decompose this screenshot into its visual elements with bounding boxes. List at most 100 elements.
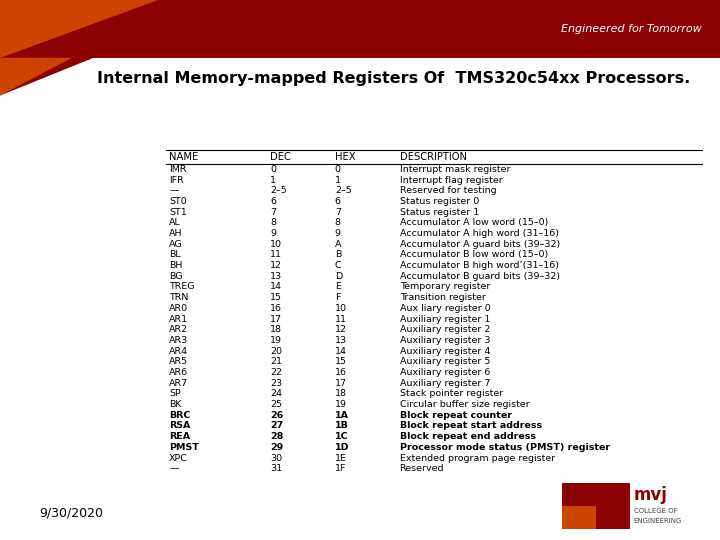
Text: 6: 6 [270, 197, 276, 206]
Polygon shape [0, 58, 72, 96]
Text: Accumulator B guard bits (39–32): Accumulator B guard bits (39–32) [400, 272, 559, 281]
Text: IFR: IFR [169, 176, 184, 185]
Text: ST0: ST0 [169, 197, 187, 206]
Text: Reserved: Reserved [400, 464, 444, 473]
Text: 1: 1 [270, 176, 276, 185]
Text: 31: 31 [270, 464, 282, 473]
Text: Accumulator A guard bits (39–32): Accumulator A guard bits (39–32) [400, 240, 560, 249]
Text: 8: 8 [335, 218, 341, 227]
Text: 13: 13 [270, 272, 282, 281]
Text: 14: 14 [270, 282, 282, 292]
Text: Block repeat start address: Block repeat start address [400, 422, 541, 430]
Text: B: B [335, 251, 341, 259]
Text: 1F: 1F [335, 464, 346, 473]
Text: Block repeat counter: Block repeat counter [400, 411, 512, 420]
Text: Block repeat end address: Block repeat end address [400, 432, 536, 441]
Text: Auxiliary register 4: Auxiliary register 4 [400, 347, 490, 356]
Text: Extended program page register: Extended program page register [400, 454, 555, 463]
Text: Accumulator B low word (15–0): Accumulator B low word (15–0) [400, 251, 548, 259]
Text: 11: 11 [335, 315, 347, 323]
Text: 1: 1 [335, 176, 341, 185]
Text: 25: 25 [270, 400, 282, 409]
Bar [562, 507, 596, 529]
Text: Interrupt mask register: Interrupt mask register [400, 165, 510, 174]
Text: 9: 9 [270, 229, 276, 238]
Text: Accumulator A low word (15–0): Accumulator A low word (15–0) [400, 218, 548, 227]
Text: Processor mode status (PMST) register: Processor mode status (PMST) register [400, 443, 610, 452]
Text: 1E: 1E [335, 454, 346, 463]
Text: Auxiliary register 3: Auxiliary register 3 [400, 336, 490, 345]
Text: Temporary register: Temporary register [400, 282, 490, 292]
Text: 2–5: 2–5 [335, 186, 351, 195]
Text: A: A [335, 240, 341, 249]
Text: BK: BK [169, 400, 181, 409]
Text: Accumulator B high word’(31–16): Accumulator B high word’(31–16) [400, 261, 559, 270]
Text: AR6: AR6 [169, 368, 189, 377]
Text: 21: 21 [270, 357, 282, 366]
Text: Internal Memory-mapped Registers Of  TMS320c54xx Processors.: Internal Memory-mapped Registers Of TMS3… [97, 71, 690, 86]
Text: —: — [169, 464, 179, 473]
Text: Aux liary register 0: Aux liary register 0 [400, 304, 490, 313]
Text: 15: 15 [270, 293, 282, 302]
Text: 1A: 1A [335, 411, 348, 420]
Text: 11: 11 [270, 251, 282, 259]
Text: 1D: 1D [335, 443, 349, 452]
Text: 12: 12 [335, 325, 347, 334]
Text: AG: AG [169, 240, 183, 249]
Text: 1B: 1B [335, 422, 348, 430]
Bar [562, 483, 630, 529]
Text: COLLEGE OF: COLLEGE OF [634, 508, 678, 514]
Text: IMR: IMR [169, 165, 186, 174]
Text: 1C: 1C [335, 432, 348, 441]
Text: Status register 1: Status register 1 [400, 208, 479, 217]
Text: 12: 12 [270, 261, 282, 270]
Text: Auxiliary register 5: Auxiliary register 5 [400, 357, 490, 366]
Text: SP: SP [169, 389, 181, 399]
Text: 28: 28 [270, 432, 284, 441]
Text: 27: 27 [270, 422, 283, 430]
Text: 7: 7 [335, 208, 341, 217]
Text: C: C [335, 261, 341, 270]
Text: 13: 13 [335, 336, 347, 345]
Text: AR7: AR7 [169, 379, 189, 388]
Text: AR2: AR2 [169, 325, 189, 334]
Text: 9: 9 [335, 229, 341, 238]
Text: Engineered for Tomorrow: Engineered for Tomorrow [562, 24, 702, 34]
Text: BG: BG [169, 272, 183, 281]
Text: 10: 10 [335, 304, 347, 313]
Text: 26: 26 [270, 411, 283, 420]
Text: 10: 10 [270, 240, 282, 249]
Text: Auxiliary register 2: Auxiliary register 2 [400, 325, 490, 334]
Text: Accumulator A high word (31–16): Accumulator A high word (31–16) [400, 229, 559, 238]
Text: ST1: ST1 [169, 208, 187, 217]
Text: 0: 0 [335, 165, 341, 174]
Text: BRC: BRC [169, 411, 191, 420]
Text: REA: REA [169, 432, 190, 441]
Text: 0: 0 [270, 165, 276, 174]
Text: Stack pointer register: Stack pointer register [400, 389, 503, 399]
Text: 6: 6 [335, 197, 341, 206]
Text: 19: 19 [270, 336, 282, 345]
Text: Interrupt flag register: Interrupt flag register [400, 176, 503, 185]
Text: RSA: RSA [169, 422, 191, 430]
Text: ENGINEERING: ENGINEERING [634, 518, 682, 524]
Text: —: — [169, 186, 179, 195]
Text: 17: 17 [270, 315, 282, 323]
Text: Transition register: Transition register [400, 293, 485, 302]
Text: 14: 14 [335, 347, 347, 356]
Text: HEX: HEX [335, 152, 356, 162]
Text: TRN: TRN [169, 293, 189, 302]
Text: AR4: AR4 [169, 347, 189, 356]
Text: Auxiliary register 1: Auxiliary register 1 [400, 315, 490, 323]
Text: Circular buffer size register: Circular buffer size register [400, 400, 529, 409]
Text: Auxiliary register 7: Auxiliary register 7 [400, 379, 490, 388]
Text: AL: AL [169, 218, 181, 227]
Text: F: F [335, 293, 340, 302]
Text: XPC: XPC [169, 454, 188, 463]
Text: 17: 17 [335, 379, 347, 388]
Text: Reserved for testing: Reserved for testing [400, 186, 496, 195]
Text: 8: 8 [270, 218, 276, 227]
Text: AH: AH [169, 229, 183, 238]
Polygon shape [0, 0, 158, 58]
Text: mvj: mvj [634, 486, 667, 504]
